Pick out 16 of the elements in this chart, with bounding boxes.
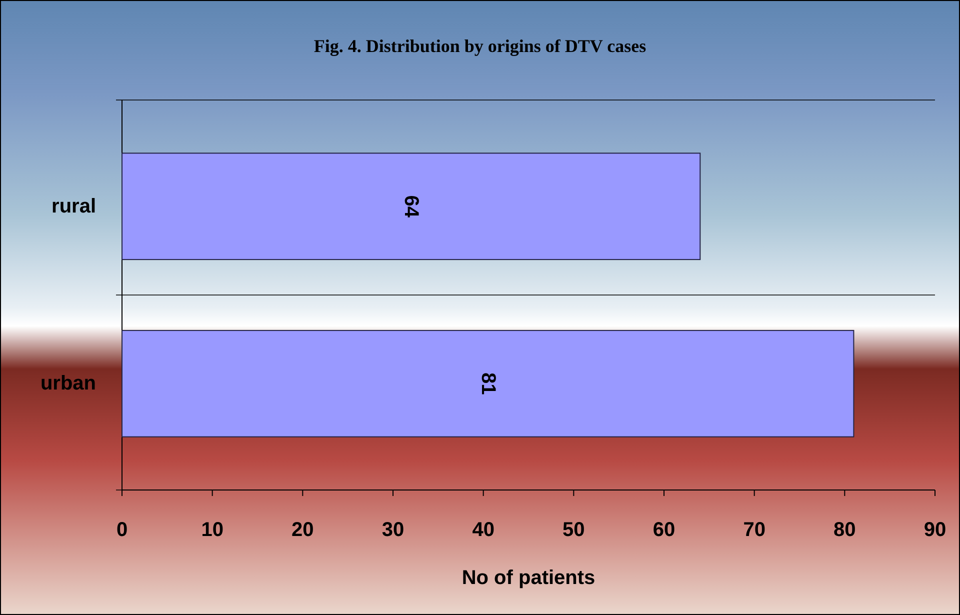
x-tick-label: 60 <box>652 519 676 541</box>
x-tick-label: 90 <box>924 519 946 541</box>
x-tick-label: 80 <box>834 519 856 541</box>
x-axis-title: No of patients <box>462 567 596 589</box>
x-tick-label: 50 <box>562 519 585 541</box>
x-tick-label: 20 <box>292 519 314 541</box>
y-tick-label: urban <box>40 372 96 395</box>
data-label: 81 <box>476 372 499 395</box>
x-tick-label: 40 <box>472 519 494 541</box>
x-tick-label: 10 <box>201 519 224 541</box>
data-label: 64 <box>400 195 422 218</box>
y-tick-label: rural <box>52 195 96 218</box>
x-tick-label: 0 <box>116 519 128 541</box>
x-tick-label: 30 <box>382 519 404 541</box>
chart-title: Fig. 4. Distribution by origins of DTV cases <box>314 36 646 56</box>
x-tick-label: 70 <box>743 519 766 541</box>
